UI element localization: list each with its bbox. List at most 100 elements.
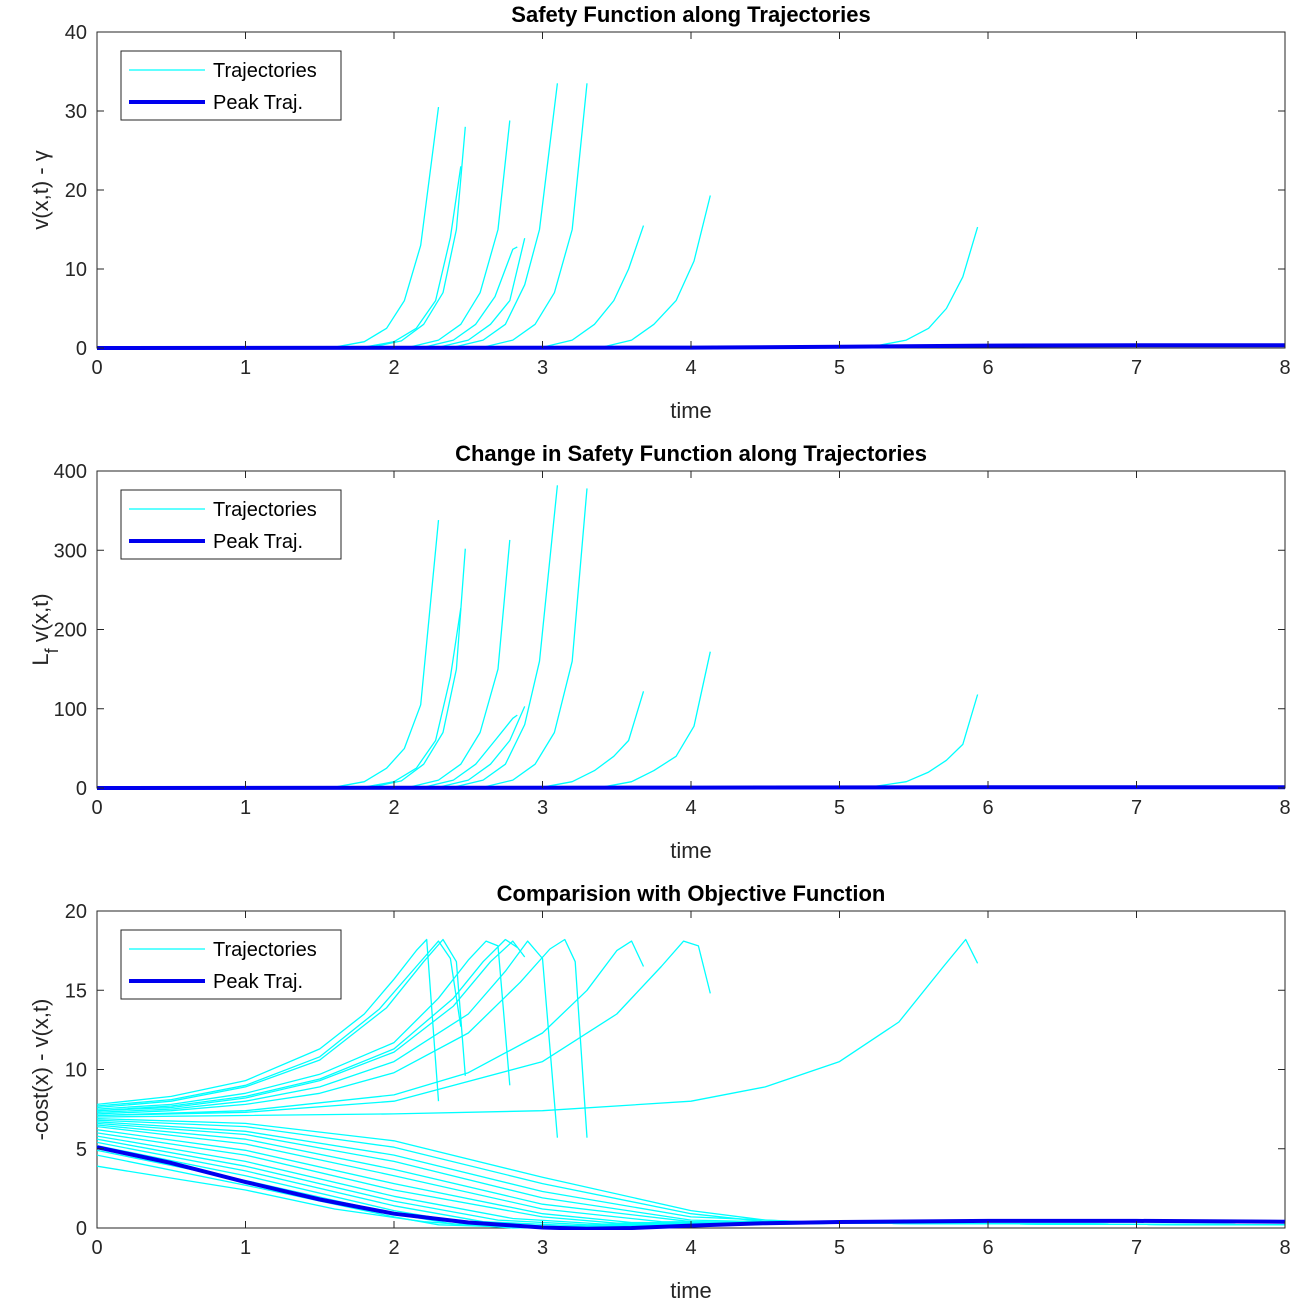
y-tick-label: 200: [54, 620, 87, 642]
x-tick-label: 8: [1279, 357, 1290, 379]
trajectory-line-4: [97, 940, 511, 1110]
x-tick-label: 0: [91, 357, 102, 379]
x-tick-label: 8: [1279, 1237, 1290, 1259]
trajectory-line-11: [97, 694, 979, 789]
y-tick-label: 100: [54, 699, 87, 721]
trajectory-line-3: [97, 126, 466, 349]
y-tick-label: 40: [65, 22, 87, 44]
x-tick-label: 5: [834, 357, 845, 379]
trajectory-line-7: [97, 83, 559, 349]
x-tick-label: 3: [537, 1237, 548, 1259]
trajectory-line-2: [97, 608, 462, 789]
legend-label-trajectories: Trajectories: [213, 499, 317, 521]
chart-title: Safety Function along Trajectories: [511, 2, 870, 27]
y-tick-label: 300: [54, 540, 87, 562]
trajectory-line-5: [97, 714, 518, 789]
trajectory-line-26: [97, 1165, 1285, 1229]
x-axis-label: time: [670, 838, 712, 863]
x-tick-label: 1: [240, 357, 251, 379]
y-tick-label: 10: [65, 1060, 87, 1082]
x-tick-label: 5: [834, 1237, 845, 1259]
trajectory-line-1: [97, 938, 440, 1106]
y-tick-label: 0: [76, 1218, 87, 1240]
trajectory-line-12: [97, 1117, 1285, 1226]
x-tick-label: 4: [685, 1237, 696, 1259]
legend-label-peak: Peak Traj.: [213, 971, 303, 993]
legend: Trajectories Peak Traj.: [120, 929, 342, 1000]
y-tick-label: 20: [65, 180, 87, 202]
x-tick-label: 3: [537, 797, 548, 819]
x-tick-label: 6: [982, 357, 993, 379]
x-tick-label: 2: [388, 357, 399, 379]
y-axis-label: Lf v(x,t): [28, 593, 62, 665]
chart-title: Comparision with Objective Function: [497, 881, 886, 906]
x-tick-label: 8: [1279, 797, 1290, 819]
trajectory-line-20: [97, 1135, 1285, 1226]
x-axis-label: time: [670, 1278, 712, 1300]
x-tick-label: 1: [240, 797, 251, 819]
x-tick-label: 4: [685, 357, 696, 379]
y-tick-label: 10: [65, 259, 87, 281]
trajectory-line-1: [97, 520, 440, 789]
x-axis-label: time: [670, 398, 712, 423]
x-tick-label: 3: [537, 357, 548, 379]
legend-label-peak: Peak Traj.: [213, 92, 303, 114]
trajectory-line-11: [97, 938, 979, 1118]
trajectory-line-9: [97, 940, 645, 1117]
y-tick-label: 0: [76, 778, 87, 800]
y-tick-label: 30: [65, 101, 87, 123]
chart-title: Change in Safety Function along Trajecto…: [455, 441, 927, 466]
x-tick-label: 7: [1131, 797, 1142, 819]
y-tick-label: 400: [54, 461, 87, 483]
x-tick-label: 0: [91, 797, 102, 819]
trajectory-line-15: [97, 1122, 1285, 1226]
chart-panel-1: 0 1 2 3 4 5 6 7 8 0 10 20 30 40 Safety Function along …: [28, 2, 1291, 423]
legend-box: [120, 50, 342, 121]
trajectory-line-2: [97, 166, 462, 349]
trajectory-line-4: [97, 120, 511, 349]
legend-label-trajectories: Trajectories: [213, 939, 317, 961]
y-axis-label: -cost(x) - v(x,t): [28, 999, 53, 1141]
x-tick-label: 7: [1131, 357, 1142, 379]
trajectory-line-8: [97, 938, 588, 1138]
y-tick-label: 0: [76, 338, 87, 360]
peak-trajectory-line: [97, 343, 1285, 350]
trajectory-line-1: [97, 107, 440, 349]
legend-label-trajectories: Trajectories: [213, 60, 317, 82]
legend: Trajectories Peak Traj.: [120, 50, 342, 121]
y-axis-label: v(x,t) - γ: [28, 150, 53, 229]
x-tick-label: 5: [834, 797, 845, 819]
legend-label-peak: Peak Traj.: [213, 531, 303, 553]
trajectory-line-3: [97, 548, 466, 789]
x-tick-label: 6: [982, 1237, 993, 1259]
legend-box: [120, 929, 342, 1000]
trajectory-line-5: [97, 246, 518, 349]
trajectory-line-10: [97, 940, 711, 1117]
legend: Trajectories Peak Traj.: [120, 489, 342, 560]
y-tick-label: 20: [65, 901, 87, 923]
peak-trajectory-line: [97, 1145, 1285, 1230]
legend-box: [120, 489, 342, 560]
y-tick-label: 5: [76, 1139, 87, 1161]
trajectory-line-6: [97, 940, 526, 1112]
chart-panel-3: 0 1 2 3 4 5 6 7 8 0 5 10 15 20 Comparision with Object…: [28, 881, 1291, 1300]
x-tick-label: 4: [685, 797, 696, 819]
x-tick-label: 7: [1131, 1237, 1142, 1259]
trajectory-line-9: [97, 225, 645, 349]
trajectory-line-11: [97, 226, 979, 349]
trajectory-line-10: [97, 651, 711, 789]
x-tick-label: 0: [91, 1237, 102, 1259]
trajectory-line-5: [97, 938, 518, 1112]
series-group: [97, 83, 1285, 350]
trajectory-line-3: [97, 938, 466, 1109]
x-tick-label: 2: [388, 797, 399, 819]
x-tick-label: 1: [240, 1237, 251, 1259]
trajectory-line-7: [97, 940, 559, 1138]
trajectory-line-10: [97, 195, 711, 349]
trajectory-line-4: [97, 539, 511, 789]
y-tick-label: 15: [65, 980, 87, 1002]
chart-panel-2: 0 1 2 3 4 5 6 7 8 0 100 200 300 400 Change in Safety F…: [28, 441, 1291, 863]
x-tick-label: 2: [388, 1237, 399, 1259]
trajectory-line-6: [97, 238, 526, 349]
